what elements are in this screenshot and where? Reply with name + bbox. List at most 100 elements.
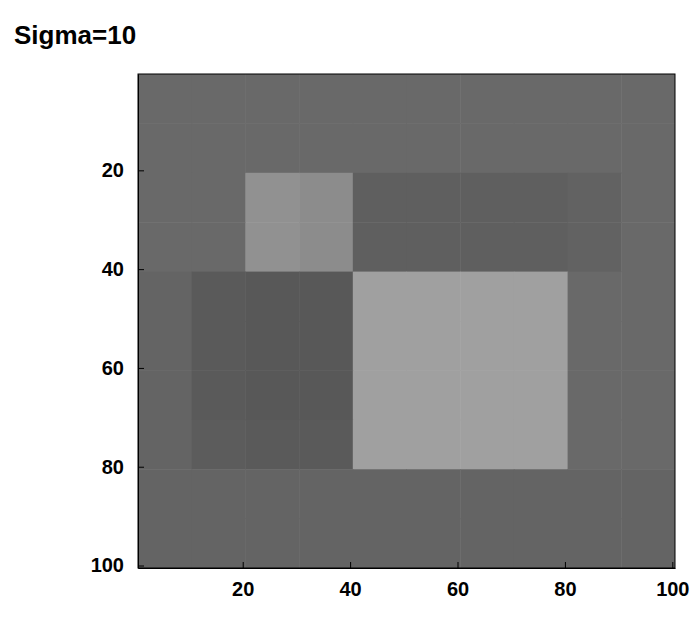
x-tick: 40 xyxy=(339,562,361,600)
cell xyxy=(460,222,514,272)
cell xyxy=(192,173,246,223)
x-tick-mark xyxy=(672,562,673,568)
y-tick-mark xyxy=(138,467,144,468)
cell xyxy=(245,74,299,124)
cell xyxy=(353,74,407,124)
cell xyxy=(299,272,353,322)
cell xyxy=(299,321,353,371)
x-tick-label: 60 xyxy=(447,578,469,600)
cell xyxy=(138,222,192,272)
cell xyxy=(138,272,192,322)
cell xyxy=(621,469,675,519)
cell xyxy=(407,272,461,322)
y-tick: 40 xyxy=(102,258,144,280)
y-tick: 100 xyxy=(91,554,144,576)
cell xyxy=(621,272,675,322)
y-tick: 80 xyxy=(102,456,144,478)
title: Sigma=10 xyxy=(14,20,136,50)
cell xyxy=(621,123,675,173)
cell xyxy=(353,321,407,371)
cell xyxy=(192,123,246,173)
x-tick-mark xyxy=(565,562,566,568)
cell xyxy=(407,519,461,568)
cell xyxy=(621,173,675,223)
cell xyxy=(299,123,353,173)
cell xyxy=(460,321,514,371)
cell xyxy=(353,420,407,470)
cell xyxy=(568,173,622,223)
cell xyxy=(192,519,246,568)
y-tick-label: 40 xyxy=(102,258,124,280)
cell xyxy=(568,469,622,519)
x-tick-label: 20 xyxy=(232,578,254,600)
cell xyxy=(353,469,407,519)
cell xyxy=(407,173,461,223)
cell xyxy=(514,222,568,272)
x-tick-label: 100 xyxy=(656,578,689,600)
cell xyxy=(299,519,353,568)
cell xyxy=(245,173,299,223)
cell xyxy=(245,321,299,371)
cell xyxy=(299,74,353,124)
cell xyxy=(514,370,568,420)
x-tick: 80 xyxy=(554,562,576,600)
cell xyxy=(407,370,461,420)
x-tick-mark xyxy=(243,562,244,568)
cell xyxy=(245,469,299,519)
y-tick-mark xyxy=(138,170,144,171)
x-axis-line xyxy=(139,568,676,569)
cell xyxy=(568,123,622,173)
cell xyxy=(460,123,514,173)
cell xyxy=(245,420,299,470)
cell xyxy=(514,519,568,568)
cell xyxy=(407,222,461,272)
cell xyxy=(514,420,568,470)
cell xyxy=(460,519,514,568)
cell xyxy=(568,74,622,124)
cell xyxy=(299,469,353,519)
y-axis-line xyxy=(138,75,139,569)
cell xyxy=(299,173,353,223)
cell xyxy=(245,519,299,568)
cell xyxy=(460,370,514,420)
cell xyxy=(138,420,192,470)
cell xyxy=(353,519,407,568)
cell xyxy=(353,222,407,272)
cell xyxy=(568,222,622,272)
cell xyxy=(353,272,407,322)
cell xyxy=(192,469,246,519)
x-tick: 20 xyxy=(232,562,254,600)
y-tick: 20 xyxy=(102,159,144,181)
cell xyxy=(192,74,246,124)
y-tick-mark xyxy=(138,368,144,369)
cell xyxy=(299,222,353,272)
cell xyxy=(621,222,675,272)
x-tick-mark xyxy=(458,562,459,568)
x-tick: 60 xyxy=(447,562,469,600)
cell xyxy=(192,222,246,272)
x-tick-label: 40 xyxy=(339,578,361,600)
cell xyxy=(568,321,622,371)
x-axis: 20 40 60 80 100 xyxy=(139,562,690,600)
cell xyxy=(621,74,675,124)
cell xyxy=(514,173,568,223)
image xyxy=(138,74,675,568)
y-tick-mark xyxy=(138,269,144,270)
cell xyxy=(138,321,192,371)
cell xyxy=(621,420,675,470)
y-tick-mark xyxy=(138,566,144,567)
cell xyxy=(514,272,568,322)
y-tick-label: 100 xyxy=(91,554,124,576)
cell xyxy=(621,370,675,420)
y-tick-label: 20 xyxy=(102,159,124,181)
cell xyxy=(192,272,246,322)
cell xyxy=(353,123,407,173)
cell xyxy=(353,173,407,223)
cell xyxy=(407,321,461,371)
cell xyxy=(407,74,461,124)
cell xyxy=(138,370,192,420)
cell xyxy=(407,420,461,470)
cell xyxy=(460,173,514,223)
cell xyxy=(245,123,299,173)
cell xyxy=(514,469,568,519)
